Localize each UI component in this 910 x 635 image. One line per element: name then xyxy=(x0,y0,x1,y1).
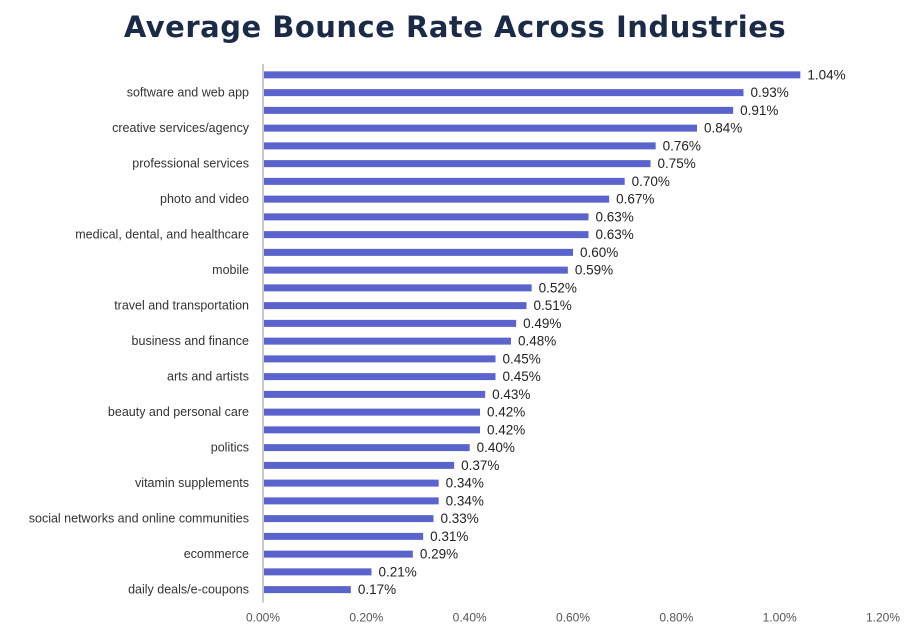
category-label: photo and video xyxy=(160,192,249,206)
bar xyxy=(263,568,372,576)
bar xyxy=(263,390,486,398)
bar-value-label: 0.63% xyxy=(596,209,634,224)
bar-value-label: 0.52% xyxy=(539,280,577,295)
category-label: creative services/agency xyxy=(112,121,250,135)
bar xyxy=(263,426,480,434)
bar-value-label: 0.43% xyxy=(492,387,530,402)
bar-value-label: 0.31% xyxy=(430,529,468,544)
bar-value-label: 0.49% xyxy=(523,316,561,331)
bar-value-label: 0.42% xyxy=(487,422,525,437)
bar xyxy=(263,497,439,505)
category-label: professional services xyxy=(132,157,249,171)
x-tick-label: 0.40% xyxy=(453,611,487,625)
bar xyxy=(263,195,610,203)
x-tick-label: 0.00% xyxy=(246,611,280,625)
category-label: business and finance xyxy=(132,334,249,348)
bar xyxy=(263,89,744,97)
bar xyxy=(263,106,734,114)
x-tick-label: 1.20% xyxy=(866,611,900,625)
category-label: social networks and online communities xyxy=(29,512,249,526)
bar-value-label: 0.51% xyxy=(534,298,572,313)
bar xyxy=(263,71,801,79)
category-label: arts and artists xyxy=(167,370,249,384)
bar-value-label: 0.45% xyxy=(503,351,541,366)
category-labels-group: software and web app creative services/ag… xyxy=(29,86,250,597)
bar-value-label: 1.04% xyxy=(807,67,845,82)
bar xyxy=(263,355,496,363)
bar xyxy=(263,373,496,381)
bar-value-label: 0.91% xyxy=(740,103,778,118)
bar-value-label: 0.34% xyxy=(446,493,484,508)
bar-value-label: 0.84% xyxy=(704,121,742,136)
bar-value-label: 0.76% xyxy=(663,138,701,153)
bar xyxy=(263,408,480,416)
bar-value-label: 0.17% xyxy=(358,582,396,597)
bar xyxy=(263,461,455,469)
bar-value-label: 0.34% xyxy=(446,476,484,491)
bar-value-label: 0.40% xyxy=(477,440,515,455)
x-tick-label: 0.80% xyxy=(659,611,693,625)
bar-value-label: 0.70% xyxy=(632,174,670,189)
bar xyxy=(263,142,656,150)
bar xyxy=(263,586,351,594)
bar xyxy=(263,248,573,256)
bar xyxy=(263,284,532,292)
bar-value-label: 0.59% xyxy=(575,263,613,278)
bar xyxy=(263,302,527,310)
category-label: mobile xyxy=(212,263,249,277)
bar xyxy=(263,160,651,168)
bar-value-label: 0.48% xyxy=(518,334,556,349)
bar xyxy=(263,124,697,132)
x-tick-label: 0.20% xyxy=(349,611,383,625)
x-axis-ticks-group: 0.00% 0.20% 0.40% 0.60% 0.80% 1.00% 1.20% xyxy=(246,611,900,625)
bar-value-label: 0.29% xyxy=(420,547,458,562)
bar xyxy=(263,550,413,558)
chart-title: Average Bounce Rate Across Industries xyxy=(123,10,787,44)
category-label: ecommerce xyxy=(184,547,249,561)
bar xyxy=(263,337,511,345)
bar-value-label: 0.33% xyxy=(441,511,479,526)
x-tick-label: 0.60% xyxy=(556,611,590,625)
bar xyxy=(263,266,568,274)
bar-value-label: 0.67% xyxy=(616,192,654,207)
bar xyxy=(263,479,439,487)
category-label: politics xyxy=(211,441,249,455)
value-labels-group: 1.04% 0.93% 0.91% 0.84%0.76% 0.75% 0.70% 0.67%… xyxy=(358,67,846,597)
category-label: medical, dental, and healthcare xyxy=(75,228,249,242)
category-label: vitamin supplements xyxy=(135,476,249,490)
category-label: beauty and personal care xyxy=(108,405,249,419)
bar-value-label: 0.42% xyxy=(487,405,525,420)
bar-value-label: 0.63% xyxy=(596,227,634,242)
category-label: travel and transportation xyxy=(114,299,249,313)
bar xyxy=(263,319,517,327)
bar-value-label: 0.75% xyxy=(658,156,696,171)
bar-value-label: 0.37% xyxy=(461,458,499,473)
bar xyxy=(263,213,589,221)
bar xyxy=(263,532,424,540)
x-tick-label: 1.00% xyxy=(763,611,797,625)
bar-value-label: 0.21% xyxy=(379,564,417,579)
bar xyxy=(263,231,589,239)
category-label: daily deals/e-coupons xyxy=(128,583,249,597)
bar xyxy=(263,444,470,452)
bar-value-label: 0.60% xyxy=(580,245,618,260)
bar-value-label: 0.45% xyxy=(503,369,541,384)
bar xyxy=(263,515,434,523)
bar xyxy=(263,177,625,185)
bar-value-label: 0.93% xyxy=(751,85,789,100)
category-label: software and web app xyxy=(127,86,249,100)
bars-group xyxy=(263,71,801,594)
